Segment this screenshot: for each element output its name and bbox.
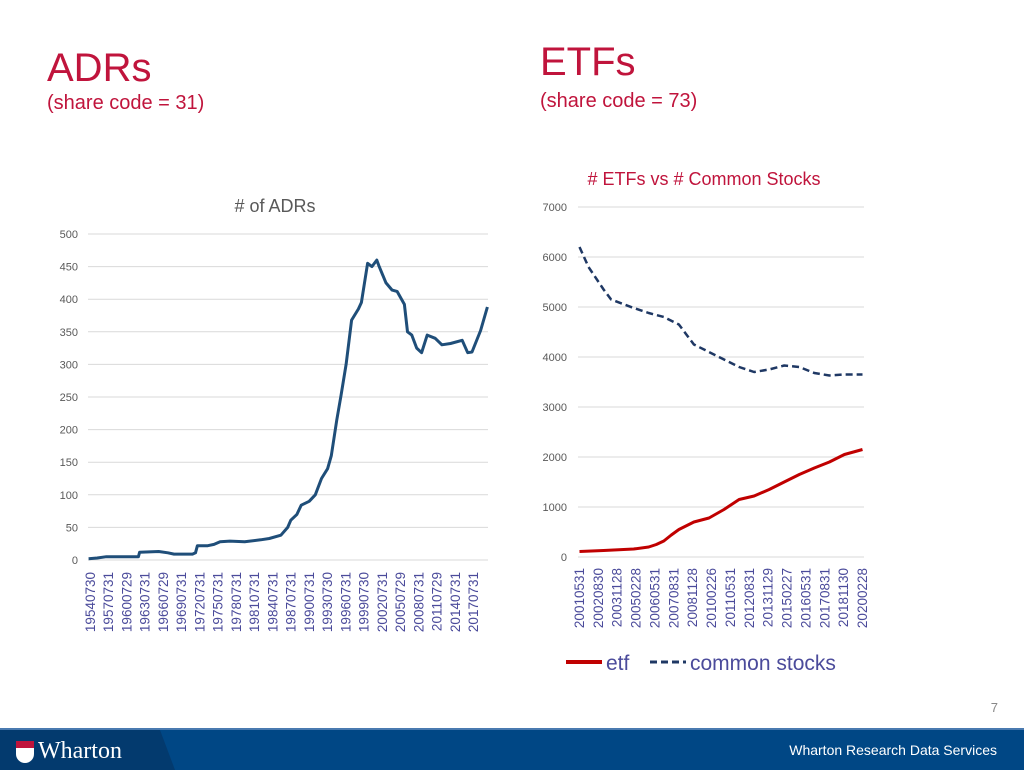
x-tick-label: 19570731 [101, 572, 116, 632]
x-tick-label: 19600729 [119, 572, 134, 632]
logo-text: Wharton [38, 738, 122, 764]
x-tick-label: 19780731 [229, 572, 244, 632]
series-line-adrs [88, 258, 489, 561]
x-tick-label: 20120831 [742, 568, 757, 628]
x-tick-label: 19990730 [357, 572, 372, 632]
y-tick-label: 2000 [543, 452, 567, 464]
x-tick-label: 20081128 [685, 568, 700, 627]
y-tick-label: 0 [72, 555, 78, 567]
x-tick-label: 20010531 [572, 568, 587, 628]
y-tick-label: 350 [60, 327, 78, 339]
x-tick-label: 20170831 [817, 568, 832, 628]
x-tick-label: 20050228 [629, 568, 644, 628]
x-tick-label: 19960731 [338, 572, 353, 632]
y-tick-label: 0 [561, 552, 567, 564]
etfs-subtitle: (share code = 73) [540, 90, 698, 112]
x-tick-label: 20110531 [723, 568, 738, 627]
etfs-title: ETFs [540, 40, 636, 84]
adrs-subtitle: (share code = 31) [47, 92, 205, 114]
y-tick-label: 5000 [543, 302, 567, 314]
y-tick-label: 3000 [543, 402, 567, 414]
charts: # of ADRs 0 50 100 150 200 250 300 350 400 450 500 1… [60, 169, 870, 675]
x-tick-label: 19840731 [265, 572, 280, 632]
x-tick-label: 19690731 [174, 572, 189, 632]
x-tick-label: 20181130 [836, 568, 851, 627]
y-tick-label: 150 [60, 457, 78, 469]
x-tick-label: 19870731 [284, 572, 299, 632]
x-tick-label: 19810731 [247, 572, 262, 632]
y-tick-label: 300 [60, 359, 78, 371]
legend-common-label: common stocks [690, 652, 836, 675]
x-tick-label: 19900731 [302, 572, 317, 632]
x-tick-label: 19660729 [156, 572, 171, 632]
x-tick-label: 20020830 [591, 568, 606, 628]
shield-icon [16, 740, 34, 763]
y-tick-label: 500 [60, 229, 78, 241]
chart-title: # of ADRs [234, 196, 315, 216]
x-tick-label: 20160531 [798, 568, 813, 628]
legend-etf-label: etf [606, 652, 630, 675]
footer: Wharton Wharton Research Data Services [0, 728, 1024, 770]
y-tick-label: 1000 [543, 502, 567, 514]
x-tick-label: 20200228 [855, 568, 870, 628]
x-tick-label: 20020731 [375, 572, 390, 632]
x-tick-label: 20060531 [647, 568, 662, 628]
x-tick-label: 19930730 [320, 572, 335, 632]
x-tick-label: 19750731 [211, 572, 226, 632]
x-tick-label: 20100226 [704, 568, 719, 628]
series-line-common-stocks [578, 246, 863, 377]
y-tick-label: 100 [60, 490, 78, 502]
x-tick-label: 20031128 [610, 568, 625, 627]
x-tick-label: 20131129 [761, 568, 776, 627]
series-line-etf [579, 448, 863, 553]
chart-1: # ETFs vs # Common Stocks 0 1000 2000 3000 40… [543, 169, 870, 675]
x-tick-label: 20110729 [430, 572, 445, 631]
x-tick-label: 20080731 [411, 572, 426, 632]
x-tick-label: 20170731 [466, 572, 481, 632]
x-tick-label: 20070831 [666, 568, 681, 628]
adrs-title: ADRs [47, 46, 152, 90]
footer-org: Wharton Research Data Services [789, 742, 997, 758]
y-tick-label: 450 [60, 262, 78, 274]
x-tick-label: 20050729 [393, 572, 408, 632]
y-tick-label: 4000 [543, 352, 567, 364]
chart-0: # of ADRs 0 50 100 150 200 250 300 350 400 450 500 1… [60, 196, 489, 632]
y-tick-label: 400 [60, 294, 78, 306]
y-tick-label: 7000 [543, 202, 567, 214]
x-tick-label: 19540730 [83, 572, 98, 632]
x-tick-label: 19630731 [138, 572, 153, 632]
y-tick-label: 250 [60, 392, 78, 404]
chart-title: # ETFs vs # Common Stocks [587, 169, 820, 189]
x-tick-label: 19720731 [192, 572, 207, 632]
y-tick-label: 6000 [543, 252, 567, 264]
page-number: 7 [990, 700, 998, 715]
y-tick-label: 200 [60, 425, 78, 437]
y-tick-label: 50 [66, 522, 78, 534]
x-tick-label: 20140731 [448, 572, 463, 632]
x-tick-label: 20150227 [780, 568, 795, 628]
wharton-logo: Wharton [16, 738, 122, 765]
